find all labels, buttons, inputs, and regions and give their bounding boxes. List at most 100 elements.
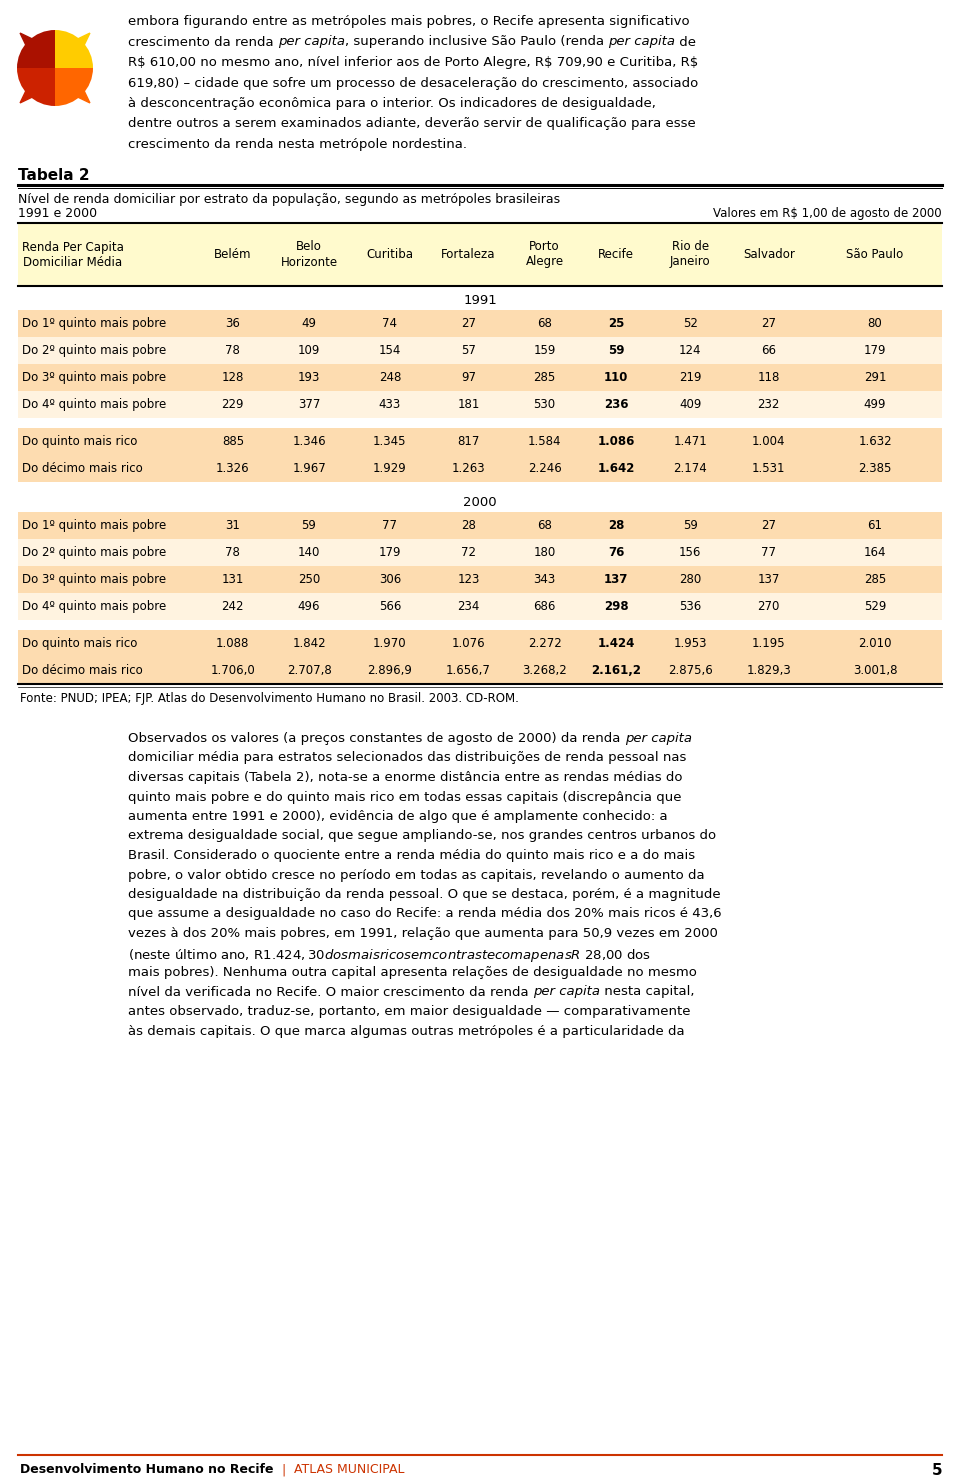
Text: Porto
Alegre: Porto Alegre	[526, 240, 564, 268]
Text: 2.174: 2.174	[673, 462, 708, 475]
Text: 885: 885	[222, 435, 244, 447]
Text: 1.829,3: 1.829,3	[746, 663, 791, 677]
Text: 280: 280	[679, 573, 702, 586]
Bar	[18, 512, 942, 539]
Text: Do 4º quinto mais pobre: Do 4º quinto mais pobre	[22, 600, 166, 613]
Text: 1.088: 1.088	[216, 637, 250, 650]
Bar	[18, 338, 942, 364]
Text: Do 2º quinto mais pobre: Do 2º quinto mais pobre	[22, 546, 166, 558]
Text: Curitiba: Curitiba	[367, 247, 414, 261]
Text: 28: 28	[608, 518, 624, 532]
Text: de: de	[675, 36, 696, 49]
Text: 179: 179	[378, 546, 401, 558]
Text: 68: 68	[538, 317, 552, 330]
Text: 78: 78	[226, 546, 240, 558]
Text: 31: 31	[226, 518, 240, 532]
Text: Do 1º quinto mais pobre: Do 1º quinto mais pobre	[22, 518, 166, 532]
Text: 2.246: 2.246	[528, 462, 562, 475]
Text: 3.268,2: 3.268,2	[522, 663, 567, 677]
Bar	[18, 391, 942, 418]
Text: 78: 78	[226, 344, 240, 357]
Text: Valores em R$ 1,00 de agosto de 2000: Valores em R$ 1,00 de agosto de 2000	[713, 207, 942, 221]
Text: 1.345: 1.345	[373, 435, 407, 447]
Text: 1.263: 1.263	[451, 462, 485, 475]
Text: 1.929: 1.929	[373, 462, 407, 475]
Text: 1991: 1991	[463, 293, 497, 307]
Text: 97: 97	[461, 372, 476, 384]
Polygon shape	[20, 81, 42, 104]
Text: 131: 131	[222, 573, 244, 586]
Text: 80: 80	[868, 317, 882, 330]
Bar	[18, 428, 942, 455]
Text: ATLAS MUNICIPAL: ATLAS MUNICIPAL	[294, 1463, 404, 1477]
Text: 109: 109	[298, 344, 321, 357]
Text: 27: 27	[461, 317, 476, 330]
Text: 496: 496	[298, 600, 321, 613]
Text: 154: 154	[379, 344, 401, 357]
Text: 1.326: 1.326	[216, 462, 250, 475]
Text: 1.632: 1.632	[858, 435, 892, 447]
Text: 77: 77	[761, 546, 777, 558]
Text: 2.161,2: 2.161,2	[591, 663, 641, 677]
Text: 3.001,8: 3.001,8	[852, 663, 898, 677]
Text: 1.424: 1.424	[598, 637, 635, 650]
Text: 110: 110	[604, 372, 629, 384]
Text: 536: 536	[679, 600, 702, 613]
Bar	[18, 492, 942, 512]
Text: 2.272: 2.272	[528, 637, 562, 650]
Text: embora figurando entre as metrópoles mais pobres, o Recife apresenta significati: embora figurando entre as metrópoles mai…	[128, 15, 689, 28]
Wedge shape	[55, 30, 93, 68]
Text: 1.086: 1.086	[598, 435, 635, 447]
Text: dentre outros a serem examinados adiante, deverão servir de qualificação para es: dentre outros a serem examinados adiante…	[128, 117, 696, 130]
Text: 242: 242	[222, 600, 244, 613]
Bar	[18, 592, 942, 621]
Text: 291: 291	[864, 372, 886, 384]
Text: Salvador: Salvador	[743, 247, 795, 261]
Text: Do décimo mais rico: Do décimo mais rico	[22, 462, 143, 475]
Text: quinto mais pobre e do quinto mais rico em todas essas capitais (discrepância qu: quinto mais pobre e do quinto mais rico …	[128, 791, 682, 804]
Text: 140: 140	[298, 546, 321, 558]
Bar	[18, 566, 942, 592]
Text: 499: 499	[864, 398, 886, 412]
Text: 66: 66	[761, 344, 777, 357]
Text: antes observado, traduz-se, portanto, em maior desigualdade — comparativamente: antes observado, traduz-se, portanto, em…	[128, 1006, 690, 1017]
Text: 306: 306	[379, 573, 401, 586]
Text: 2.010: 2.010	[858, 637, 892, 650]
Text: 343: 343	[534, 573, 556, 586]
Text: |: |	[281, 1463, 286, 1477]
Text: 1.842: 1.842	[292, 637, 325, 650]
Text: 49: 49	[301, 317, 317, 330]
Text: Do 3º quinto mais pobre: Do 3º quinto mais pobre	[22, 573, 166, 586]
Text: 193: 193	[298, 372, 321, 384]
Text: Do quinto mais rico: Do quinto mais rico	[22, 637, 137, 650]
Text: 2.385: 2.385	[858, 462, 892, 475]
Text: 229: 229	[222, 398, 244, 412]
Text: 1.953: 1.953	[674, 637, 707, 650]
Text: 59: 59	[683, 518, 698, 532]
Text: nesta capital,: nesta capital,	[600, 985, 694, 998]
Text: 77: 77	[382, 518, 397, 532]
Text: crescimento da renda nesta metrópole nordestina.: crescimento da renda nesta metrópole nor…	[128, 138, 467, 151]
Text: Recife: Recife	[598, 247, 635, 261]
Text: Fortaleza: Fortaleza	[442, 247, 495, 261]
Text: 619,80) – cidade que sofre um processo de desaceleração do crescimento, associad: 619,80) – cidade que sofre um processo d…	[128, 77, 698, 89]
Text: 180: 180	[534, 546, 556, 558]
Text: Fonte: PNUD; IPEA; FJP. Atlas do Desenvolvimento Humano no Brasil. 2003. CD-ROM.: Fonte: PNUD; IPEA; FJP. Atlas do Desenvo…	[20, 692, 518, 705]
Text: mais pobres). Nenhuma outra capital apresenta relações de desigualdade no mesmo: mais pobres). Nenhuma outra capital apre…	[128, 966, 697, 979]
Text: per capita: per capita	[609, 36, 675, 49]
Text: 164: 164	[864, 546, 886, 558]
Text: Renda Per Capita
Domiciliar Média: Renda Per Capita Domiciliar Média	[22, 240, 124, 268]
Text: 76: 76	[608, 546, 624, 558]
Text: 2000: 2000	[463, 496, 497, 508]
Text: Observados os valores (a preços constantes de agosto de 2000) da renda: Observados os valores (a preços constant…	[128, 732, 625, 745]
Text: 2.896,9: 2.896,9	[368, 663, 413, 677]
Text: 137: 137	[757, 573, 780, 586]
Text: per capita: per capita	[533, 985, 600, 998]
Bar	[18, 481, 942, 492]
Bar	[18, 224, 942, 286]
Text: 285: 285	[534, 372, 556, 384]
Text: 181: 181	[457, 398, 480, 412]
Text: Tabela 2: Tabela 2	[18, 167, 89, 184]
Text: 409: 409	[679, 398, 702, 412]
Text: 817: 817	[457, 435, 480, 447]
